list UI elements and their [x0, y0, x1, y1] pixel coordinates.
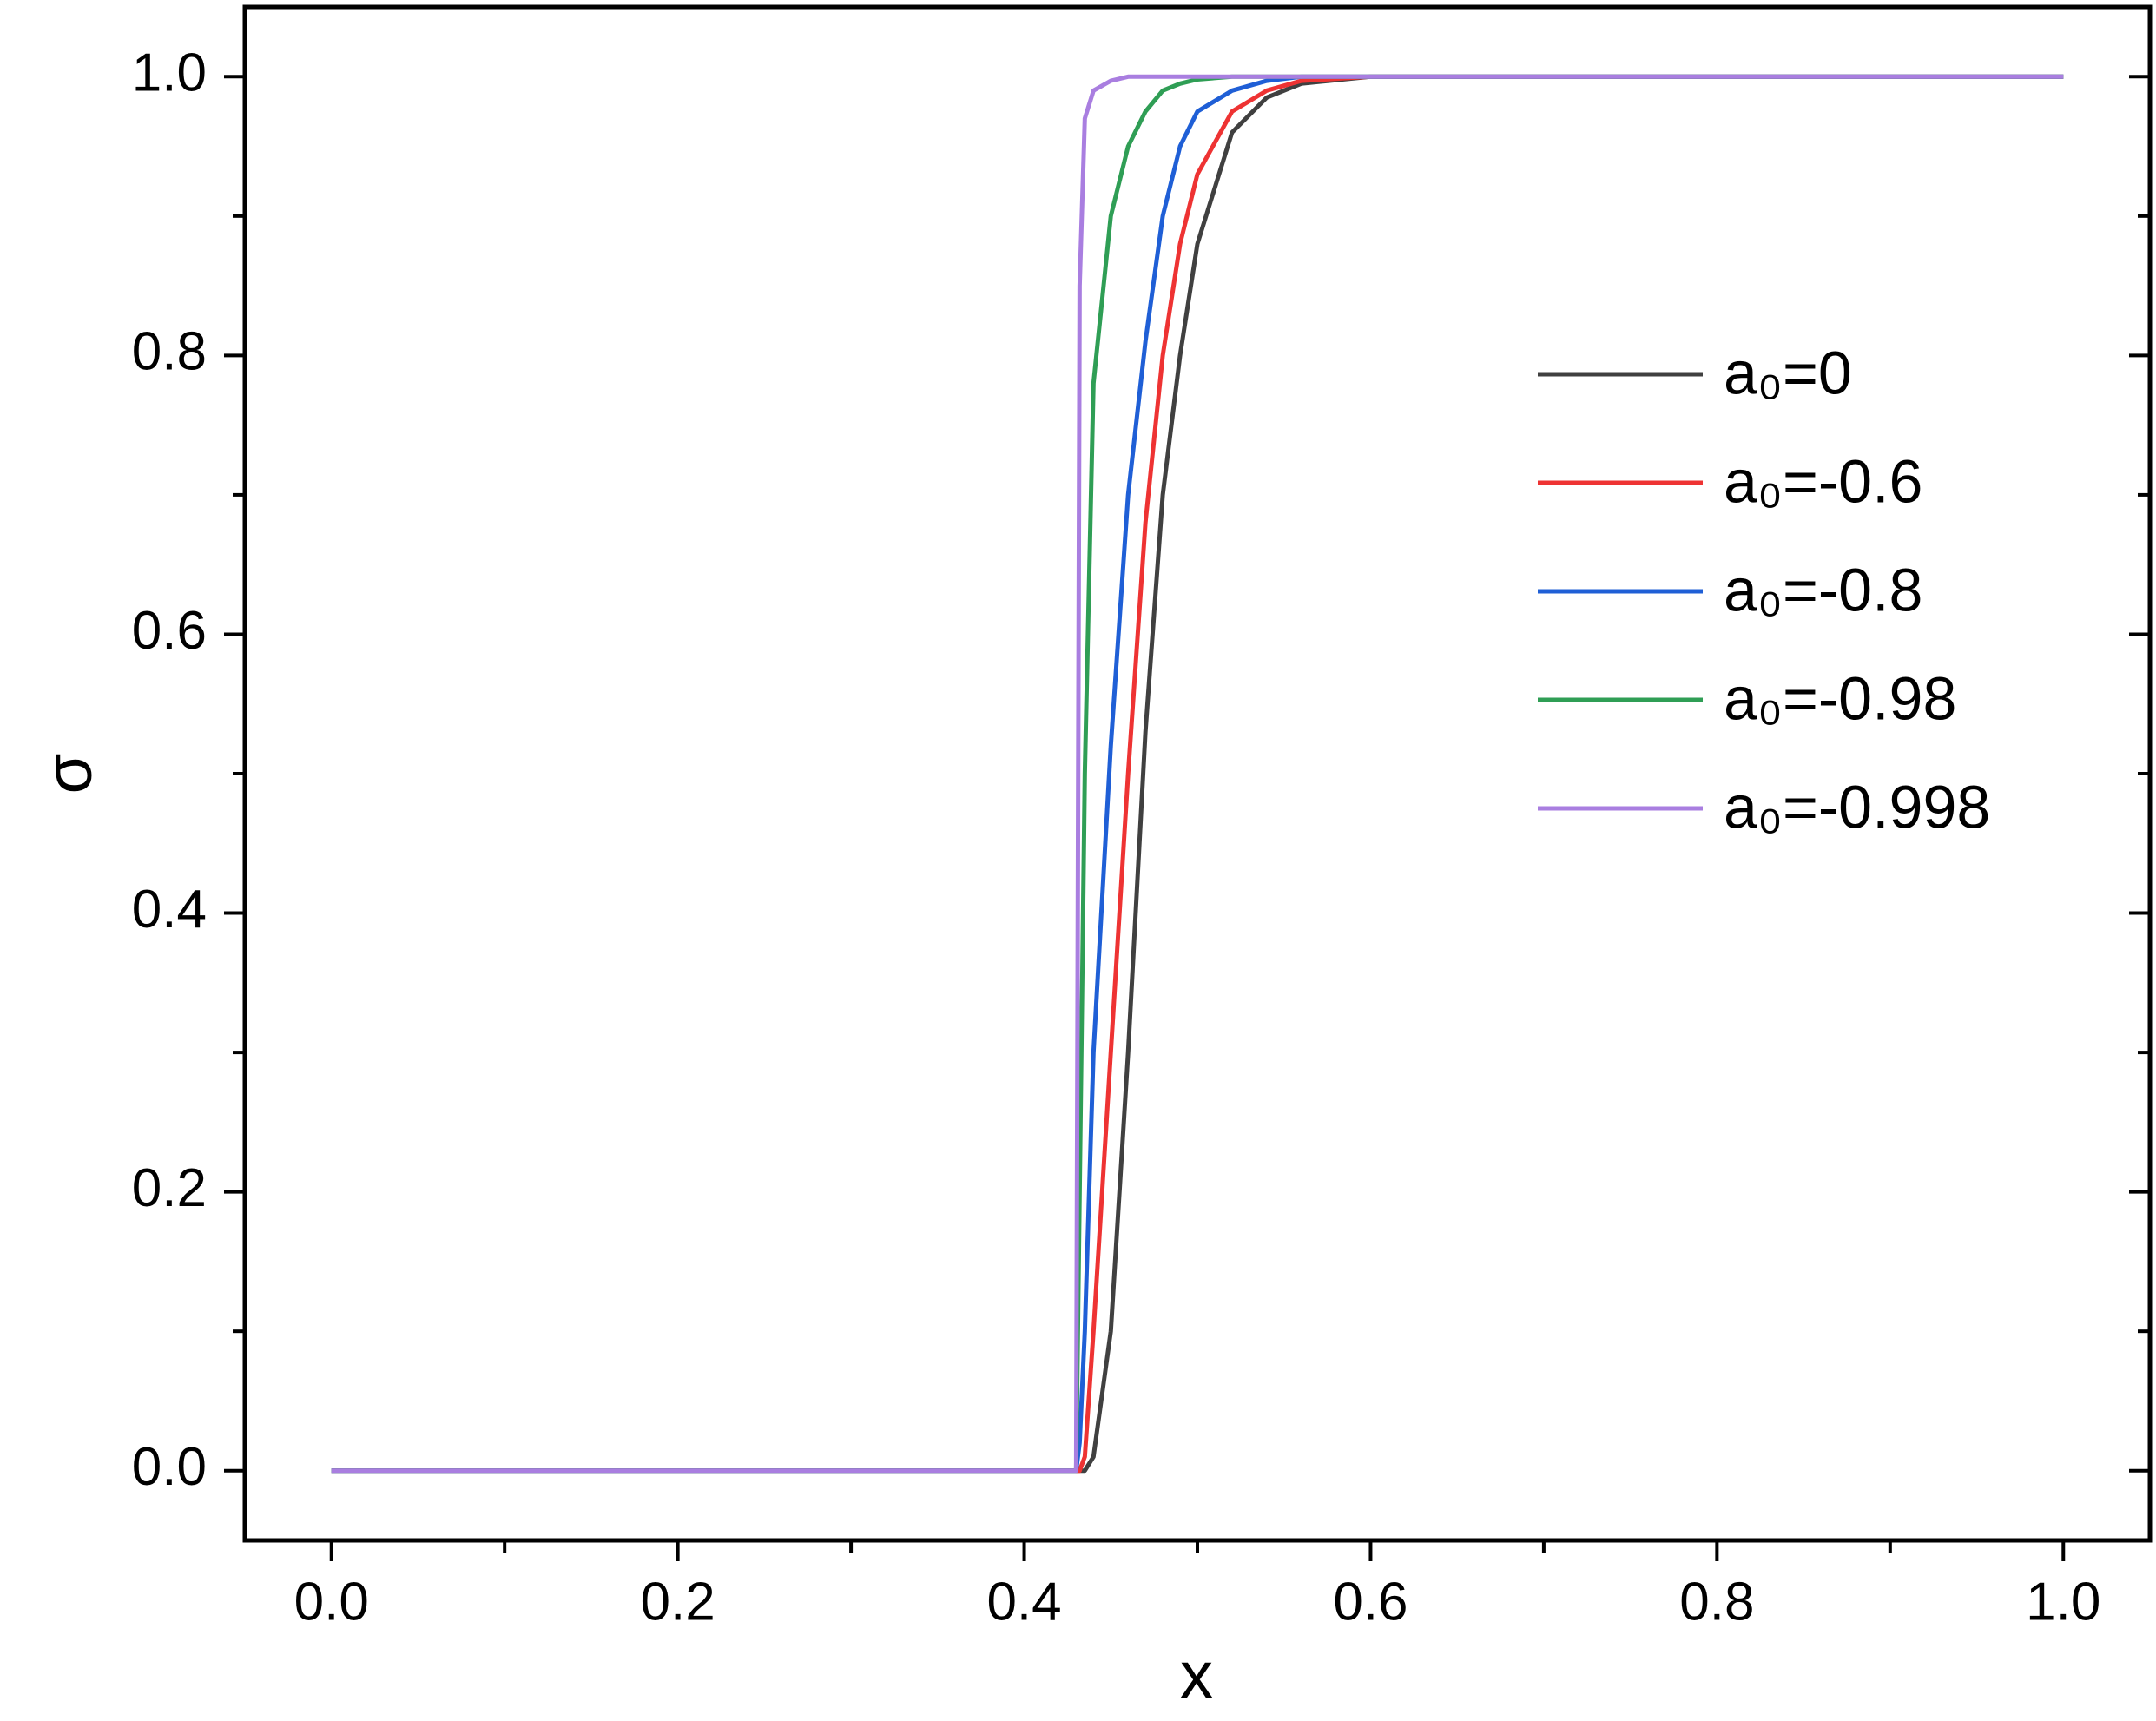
x-tick-label: 1.0	[2026, 1572, 2100, 1632]
legend-label: a₀=-0.998	[1724, 773, 1990, 841]
legend-label: a₀=-0.8	[1724, 556, 1922, 623]
x-axis-title: x	[1180, 1639, 1213, 1712]
x-tick-label: 0.0	[294, 1572, 369, 1632]
y-tick-label: 1.0	[132, 43, 207, 103]
y-tick-label: 0.8	[132, 322, 207, 382]
y-tick-label: 0.4	[132, 880, 207, 940]
x-tick-label: 0.2	[641, 1572, 715, 1632]
series-line	[331, 74, 2064, 1474]
plot-frame	[242, 4, 2153, 1543]
legend-label: a₀=0	[1724, 339, 1852, 406]
y-axis-title: σ	[32, 754, 106, 795]
legend-label: a₀=-0.6	[1724, 447, 1922, 515]
series-line	[331, 74, 2064, 1474]
legend-label: a₀=-0.98	[1724, 664, 1956, 732]
x-tick-label: 0.6	[1333, 1572, 1408, 1632]
y-tick-label: 0.6	[132, 601, 207, 661]
x-tick-label: 0.4	[986, 1572, 1061, 1632]
x-tick-label: 0.8	[1679, 1572, 1754, 1632]
y-tick-label: 0.0	[132, 1437, 207, 1497]
y-tick-label: 0.2	[132, 1158, 207, 1218]
